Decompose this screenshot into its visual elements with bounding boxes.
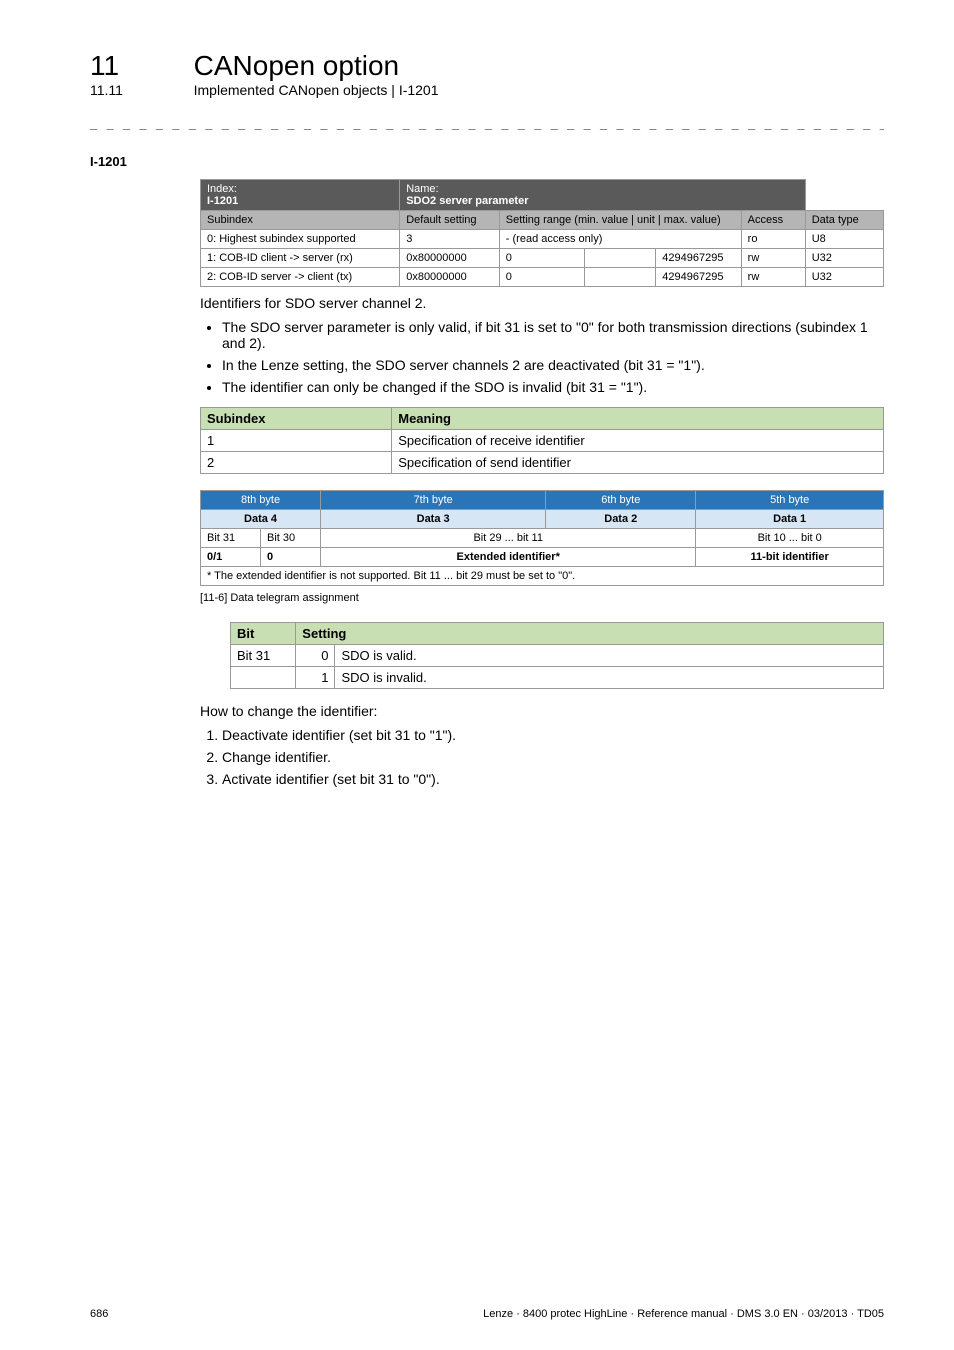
cell: [585, 249, 656, 268]
cell: 0x80000000: [400, 249, 500, 268]
col-bit: Bit: [231, 623, 296, 645]
col-5th: 5th byte: [696, 491, 884, 510]
section-title: Implemented CANopen objects | I-1201: [194, 82, 439, 98]
table-row: 1: COB-ID client -> server (rx) 0x800000…: [201, 249, 884, 268]
cell: Bit 30: [261, 529, 321, 548]
cell: SDO is valid.: [335, 645, 884, 667]
table-row: Bit 31 Bit 30 Bit 29 ... bit 11 Bit 10 .…: [201, 529, 884, 548]
anchor-label: I-1201: [90, 154, 884, 169]
list-item: The SDO server parameter is only valid, …: [222, 319, 884, 351]
col-range: Setting range (min. value | unit | max. …: [499, 211, 741, 230]
steps-list: Deactivate identifier (set bit 31 to "1"…: [200, 727, 884, 787]
param-index-cell: Index: I-1201: [201, 180, 400, 211]
col-access: Access: [741, 211, 805, 230]
cell: rw: [741, 249, 805, 268]
cell: 2: [201, 452, 392, 474]
cell: Extended identifier*: [321, 548, 696, 567]
parameter-table: Index: I-1201 Name: SDO2 server paramete…: [200, 179, 884, 287]
divider: _ _ _ _ _ _ _ _ _ _ _ _ _ _ _ _ _ _ _ _ …: [90, 116, 884, 130]
cell: 0: Highest subindex supported: [201, 230, 400, 249]
cell: U8: [805, 230, 883, 249]
subindex-table: Subindex Meaning 1 Specification of rece…: [200, 407, 884, 474]
table-row: 0/1 0 Extended identifier* 11-bit identi…: [201, 548, 884, 567]
col-data2: Data 2: [546, 510, 696, 529]
howto-heading: How to change the identifier:: [200, 703, 884, 719]
name-label: Name:: [406, 183, 438, 195]
col-8th: 8th byte: [201, 491, 321, 510]
cell: 3: [400, 230, 500, 249]
col-data4: Data 4: [201, 510, 321, 529]
cell: 0/1: [201, 548, 261, 567]
col-data3: Data 3: [321, 510, 546, 529]
cell: Bit 29 ... bit 11: [321, 529, 696, 548]
cell: rw: [741, 268, 805, 287]
table-row: Bit 31 0 SDO is valid.: [231, 645, 884, 667]
list-item: In the Lenze setting, the SDO server cha…: [222, 357, 884, 373]
cell: 0x80000000: [400, 268, 500, 287]
name-value: SDO2 server parameter: [406, 195, 528, 207]
cell-note: * The extended identifier is not support…: [201, 567, 884, 586]
byte-table: 8th byte 7th byte 6th byte 5th byte Data…: [200, 490, 884, 586]
cell: SDO is invalid.: [335, 667, 884, 689]
cell: 1: [296, 667, 335, 689]
col-subindex: Subindex: [201, 211, 400, 230]
col-7th: 7th byte: [321, 491, 546, 510]
cell: Specification of send identifier: [392, 452, 884, 474]
list-item: Deactivate identifier (set bit 31 to "1"…: [222, 727, 884, 743]
cell: Bit 31: [231, 645, 296, 667]
chapter-title: CANopen option: [194, 50, 399, 81]
col-data1: Data 1: [696, 510, 884, 529]
cell: - (read access only): [499, 230, 741, 249]
page-footer: 686 Lenze · 8400 protec HighLine · Refer…: [90, 1308, 884, 1320]
cell: U32: [805, 249, 883, 268]
cell: 4294967295: [656, 249, 741, 268]
cell: U32: [805, 268, 883, 287]
list-item: Change identifier.: [222, 749, 884, 765]
chapter-number: 11: [90, 50, 190, 82]
col-6th: 6th byte: [546, 491, 696, 510]
index-label: Index:: [207, 183, 237, 195]
table-row: * The extended identifier is not support…: [201, 567, 884, 586]
table-caption: [11-6] Data telegram assignment: [200, 592, 884, 604]
cell: 2: COB-ID server -> client (tx): [201, 268, 400, 287]
col-subindex: Subindex: [201, 408, 392, 430]
cell: 0: [261, 548, 321, 567]
col-default: Default setting: [400, 211, 500, 230]
bit-table: Bit Setting Bit 31 0 SDO is valid. 1 SDO…: [230, 622, 884, 689]
page-number: 686: [90, 1308, 108, 1320]
index-value: I-1201: [207, 195, 238, 207]
col-meaning: Meaning: [392, 408, 884, 430]
cell: 4294967295: [656, 268, 741, 287]
param-name-cell: Name: SDO2 server parameter: [400, 180, 805, 211]
col-datatype: Data type: [805, 211, 883, 230]
description-text: Identifiers for SDO server channel 2.: [200, 295, 884, 311]
cell: 11-bit identifier: [696, 548, 884, 567]
table-row: 1 Specification of receive identifier: [201, 430, 884, 452]
cell: [231, 667, 296, 689]
cell: 0: [499, 268, 584, 287]
cell: 1: [201, 430, 392, 452]
cell: ro: [741, 230, 805, 249]
cell: 0: [296, 645, 335, 667]
table-row: 1 SDO is invalid.: [231, 667, 884, 689]
list-item: Activate identifier (set bit 31 to "0").: [222, 771, 884, 787]
bullet-list: The SDO server parameter is only valid, …: [200, 319, 884, 395]
cell: Bit 10 ... bit 0: [696, 529, 884, 548]
footer-text: Lenze · 8400 protec HighLine · Reference…: [483, 1308, 884, 1320]
section-number: 11.11: [90, 82, 190, 98]
list-item: The identifier can only be changed if th…: [222, 379, 884, 395]
table-row: 0: Highest subindex supported 3 - (read …: [201, 230, 884, 249]
cell: Specification of receive identifier: [392, 430, 884, 452]
cell: 0: [499, 249, 584, 268]
col-setting: Setting: [296, 623, 884, 645]
cell: 1: COB-ID client -> server (rx): [201, 249, 400, 268]
cell: Bit 31: [201, 529, 261, 548]
table-row: 2: COB-ID server -> client (tx) 0x800000…: [201, 268, 884, 287]
page-header: 11 CANopen option 11.11 Implemented CANo…: [90, 50, 884, 98]
cell: [585, 268, 656, 287]
table-row: 2 Specification of send identifier: [201, 452, 884, 474]
